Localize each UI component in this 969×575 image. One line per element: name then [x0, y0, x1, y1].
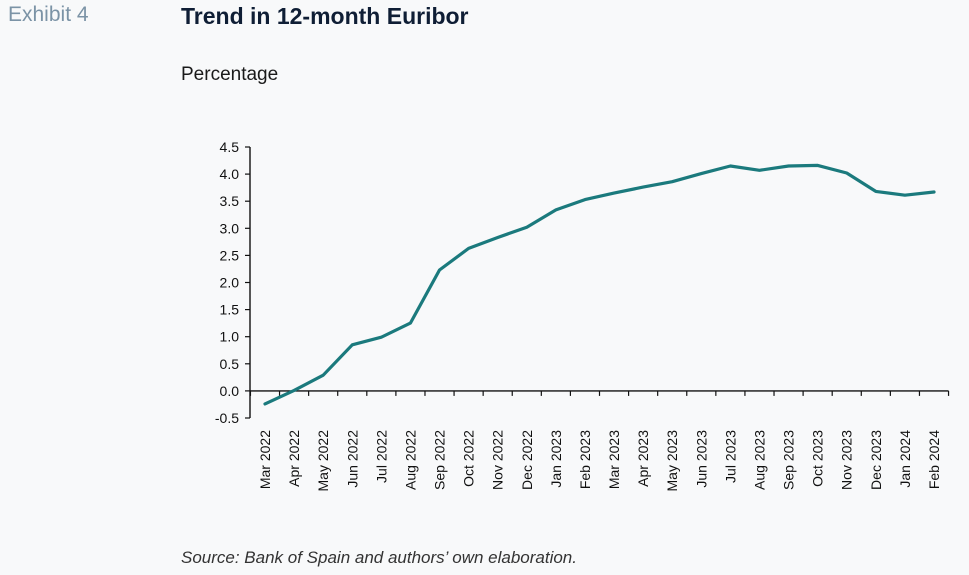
x-tick-label: Mar 2022	[257, 430, 273, 489]
x-tick-label: Aug 2022	[402, 430, 418, 490]
x-tick-label: Nov 2022	[490, 430, 506, 490]
x-tick-label: Apr 2023	[635, 430, 651, 487]
x-tick-label: Jun 2023	[693, 430, 709, 488]
x-tick-label: Oct 2023	[810, 430, 826, 487]
x-tick-label: Feb 2023	[577, 430, 593, 489]
line-chart: -0.5 0.0 0.5 1.0 1.5 2.0 2.5 3.0 3.5 4.0 4.5 Mar 20…	[215, 139, 950, 492]
x-tick-label: Jan 2024	[897, 430, 913, 488]
y-tick-label: 3.5	[220, 193, 240, 209]
x-tick-label: Jun 2022	[344, 430, 360, 488]
x-tick-label: Apr 2022	[286, 430, 302, 487]
y-tick-label: 3.0	[220, 220, 240, 236]
y-axis-unit-label: Percentage	[181, 64, 279, 85]
x-tick-label: Dec 2022	[519, 430, 535, 490]
x-tick-label: Mar 2023	[606, 430, 622, 489]
y-tick-label: 4.0	[220, 166, 240, 182]
exhibit-label: Exhibit 4	[8, 3, 89, 26]
x-tick-label: Oct 2022	[461, 430, 477, 487]
x-tick-label: Nov 2023	[839, 430, 855, 490]
x-tick-label: Feb 2024	[926, 430, 942, 489]
euribor-series-line	[263, 163, 936, 406]
y-tick-label: 2.5	[220, 247, 240, 263]
x-tick-label: May 2022	[315, 430, 331, 492]
y-tick-label: 1.5	[220, 302, 240, 318]
y-tick-label: 0.5	[220, 356, 240, 372]
chart-title: Trend in 12-month Euribor	[181, 3, 469, 29]
x-tick-label: Jul 2023	[722, 430, 738, 483]
x-tick-label: Jan 2023	[548, 430, 564, 488]
x-tick-label: May 2023	[664, 430, 680, 492]
x-tick-label: Jul 2022	[373, 430, 389, 483]
y-tick-label: 2.0	[220, 275, 240, 291]
x-tick-label: Aug 2023	[751, 430, 767, 490]
y-tick-label: 0.0	[220, 383, 240, 399]
y-tick-label: -0.5	[215, 410, 239, 426]
x-tick-label: Sep 2022	[432, 430, 448, 490]
y-tick-label: 4.5	[220, 139, 240, 155]
y-tick-label: 1.0	[220, 329, 240, 345]
source-note: Source: Bank of Spain and authors’ own e…	[181, 548, 577, 567]
x-tick-label: Sep 2023	[781, 430, 797, 490]
x-tick-label: Dec 2023	[868, 430, 884, 490]
